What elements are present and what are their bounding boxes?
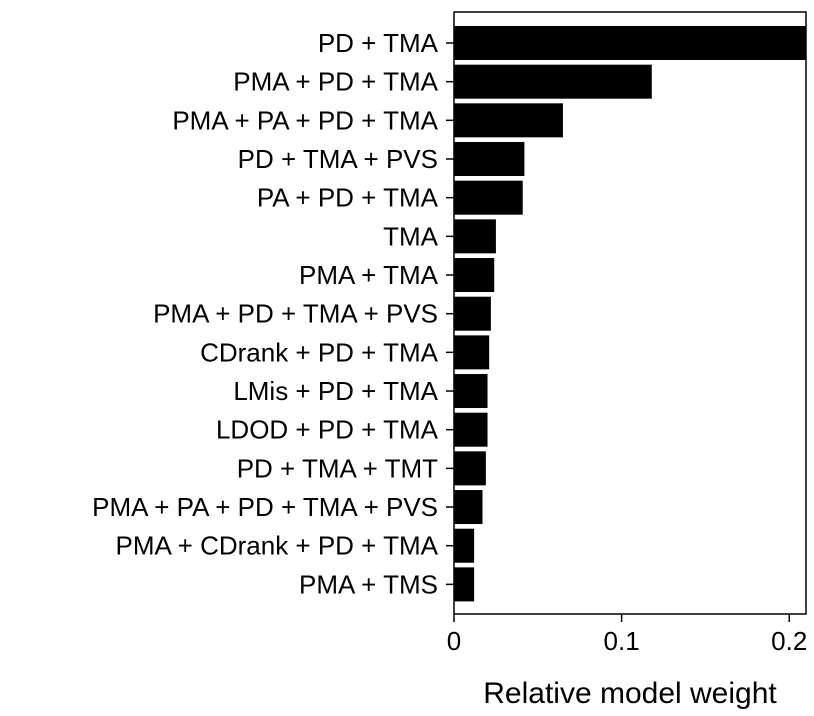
bar [454, 180, 523, 215]
category-label: CDrank + PD + TMA [200, 337, 439, 367]
axes: 0 0.1 0.2 [446, 11, 807, 656]
category-labels: PD + TMA PMA + PD + TMA PMA + PA + PD + TM… [92, 28, 439, 599]
category-label: TMA [383, 221, 439, 251]
plot-frame [453, 11, 807, 615]
bar [454, 412, 488, 447]
x-tick-label: 0.1 [604, 626, 640, 656]
category-label: PMA + PA + PD + TMA [172, 105, 438, 135]
category-label: PMA + PD + TMA [233, 67, 438, 97]
bar [454, 103, 563, 138]
category-label: PD + TMA + PVS [238, 144, 438, 174]
bar [454, 64, 652, 99]
bars-layer [454, 26, 806, 602]
x-tick-label: 0.2 [771, 626, 807, 656]
bar [454, 142, 525, 177]
category-label: LDOD + PD + TMA [216, 415, 439, 445]
category-label: PMA + PD + TMA + PVS [153, 299, 438, 329]
category-label: PMA + TMS [299, 569, 438, 599]
bar [454, 490, 483, 525]
x-axis-title: Relative model weight [483, 677, 777, 710]
category-label: PA + PD + TMA [257, 183, 439, 213]
bar [454, 335, 490, 370]
bar [454, 219, 496, 254]
category-label: PMA + TMA [299, 260, 439, 290]
category-label: PD + TMA [318, 28, 439, 58]
bar [454, 567, 475, 602]
x-tick-label: 0 [447, 626, 461, 656]
bar [454, 296, 491, 331]
bar [454, 258, 495, 293]
category-label: PMA + CDrank + PD + TMA [116, 531, 439, 561]
bar [454, 451, 486, 486]
category-label: LMis + PD + TMA [233, 376, 438, 406]
bar [454, 26, 806, 60]
category-label: PD + TMA + TMT [237, 453, 438, 483]
category-label: PMA + PA + PD + TMA + PVS [92, 492, 438, 522]
bar [454, 528, 475, 563]
bar [454, 374, 488, 409]
